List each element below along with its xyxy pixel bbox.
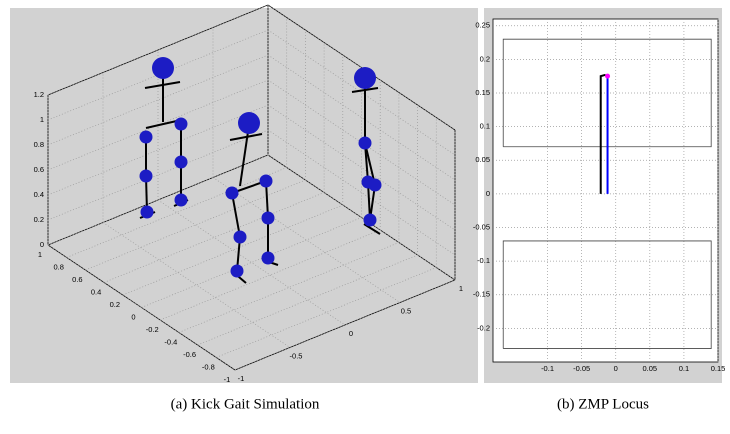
x-tick-label: 0.15: [711, 364, 726, 373]
grid-line: [47, 54, 269, 146]
z-tick-label: 0.8: [34, 140, 44, 149]
x-tick-label: -0.05: [573, 364, 590, 373]
grid-line: [66, 167, 287, 258]
y-tick-label: 0.25: [475, 21, 490, 30]
y-tick-label: 0.8: [53, 262, 63, 271]
grid-line: [141, 217, 362, 308]
y-tick-label: 0: [486, 189, 490, 198]
grid-line: [47, 154, 269, 246]
grid-line: [216, 267, 437, 358]
caption: (a) Kick Gait Simulation: [171, 396, 320, 412]
panel-background: [10, 8, 478, 383]
y-tick-label: 0: [131, 312, 135, 321]
grid-line: [47, 129, 269, 221]
grid-line: [85, 179, 306, 271]
y-tick-label: 0.2: [110, 300, 120, 309]
grid-line: [197, 254, 418, 346]
y-tick-label: -0.6: [183, 350, 196, 359]
x-tick-label: -1: [238, 374, 245, 383]
y-tick-label: -1: [224, 375, 231, 384]
zmp-point: [605, 73, 611, 79]
y-tick-label: 0.2: [480, 54, 490, 63]
grid-line: [47, 4, 269, 96]
x-tick-label: 0.05: [643, 364, 658, 373]
grid-line: [234, 279, 456, 371]
grid-line: [47, 79, 269, 171]
grid-line: [103, 192, 325, 283]
y-tick-label: -0.1: [477, 256, 490, 265]
y-tick-label: -0.05: [473, 222, 490, 231]
y-tick-label: -0.4: [164, 337, 177, 346]
y-tick-label: -0.15: [473, 290, 490, 299]
series-line: [599, 73, 606, 194]
x-tick-label: 1: [459, 284, 463, 293]
y-tick-label: -0.2: [477, 323, 490, 332]
z-tick-label: 0.2: [34, 215, 44, 224]
series-line: [502, 38, 712, 148]
x-tick-label: -0.5: [290, 351, 303, 360]
axis-box: [267, 4, 456, 131]
y-tick-label: -0.2: [146, 325, 159, 334]
plot-3d: -1 -0.5 0 0.5 1 -1 -0.8 -0.6 -0.4 -0.2 0 0.2 0.4 0.6 0…: [34, 4, 463, 384]
plot-2d: -0.1 -0.05 0 0.05 0.1 0.15 -0.2 -0.15 -0.1 -0.05 0…: [473, 18, 726, 373]
z-tick-label: 0.6: [34, 165, 44, 174]
x-tick-label: 0.1: [679, 364, 689, 373]
y-tick-label: 0.05: [475, 155, 490, 164]
z-tick-label: 0.4: [34, 190, 44, 199]
x-tick-label: 0: [614, 364, 618, 373]
y-tick-label: 0.4: [91, 287, 101, 296]
x-tick-label: 0: [349, 329, 353, 338]
robot-figures: [139, 57, 382, 284]
y-tick-label: 0.15: [475, 88, 490, 97]
z-tick-label: 0: [40, 240, 44, 249]
y-tick-label: 1: [38, 250, 42, 259]
grid-line: [160, 229, 381, 321]
grid-line: [47, 104, 269, 196]
y-tick-label: -0.8: [202, 362, 215, 371]
z-tick-label: 1: [40, 115, 44, 124]
x-tick-label: 0.5: [401, 306, 411, 315]
x-tick-label: -0.1: [541, 364, 554, 373]
series-line: [502, 240, 712, 349]
grid-line: [47, 29, 269, 121]
caption: (b) ZMP Locus: [557, 396, 649, 412]
grid-line: [178, 242, 400, 333]
y-tick-label: 0.1: [480, 122, 490, 131]
grid-line: [122, 204, 343, 296]
y-tick-label: 0.6: [72, 275, 82, 284]
z-tick-label: 1.2: [34, 90, 44, 99]
